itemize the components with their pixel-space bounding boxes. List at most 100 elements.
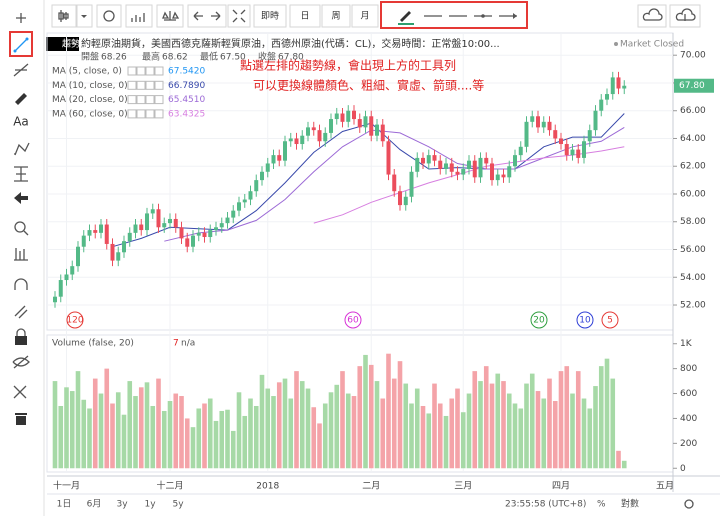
indicator-button[interactable]: [125, 4, 153, 28]
y-tick-label: 70.00: [680, 51, 706, 61]
legend-button[interactable]: [136, 95, 146, 105]
toolbar-button-label[interactable]: 即時: [261, 11, 279, 22]
volume-bar: [322, 403, 328, 469]
volume-bar: [518, 408, 524, 469]
toolbar-button-label[interactable]: 月: [360, 11, 369, 22]
trend-line-tool[interactable]: [14, 38, 28, 52]
interval-button[interactable]: [253, 4, 287, 28]
indicator-value: 67.5420: [168, 67, 205, 77]
candle-body: [311, 127, 316, 131]
x-tick-label: 五月: [656, 481, 674, 492]
volume-bar: [386, 353, 391, 469]
measure-tool[interactable]: [14, 248, 28, 261]
legend-button[interactable]: [154, 66, 164, 76]
volume-bar: [368, 364, 374, 469]
toolbar-button-label[interactable]: 日: [300, 11, 309, 22]
candle-body: [277, 155, 282, 161]
candle-body: [150, 209, 155, 214]
candle-body: [346, 110, 351, 122]
volume-bar: [409, 403, 414, 469]
volume-bar: [616, 450, 621, 469]
interval-button[interactable]: [351, 4, 379, 28]
period-marker: [66, 311, 84, 329]
range-button[interactable]: 1y: [144, 500, 156, 510]
volume-bar: [466, 393, 472, 469]
legend-button[interactable]: [154, 95, 164, 105]
range-button[interactable]: 5y: [172, 500, 184, 510]
candle-body: [444, 163, 448, 170]
volume-bar: [248, 398, 253, 469]
volume-bar: [219, 410, 225, 469]
zoom-tool[interactable]: [14, 221, 26, 233]
legend-button[interactable]: [154, 80, 164, 90]
candle-body: [202, 232, 207, 238]
cloud-load-button[interactable]: [637, 4, 667, 28]
volume-bar: [167, 401, 173, 469]
arrow-head: [513, 13, 517, 19]
volume-bar: [58, 405, 64, 469]
candle-body: [432, 155, 437, 161]
candle-body: [398, 191, 402, 206]
volume-bar: [317, 423, 322, 469]
period-marker-label: 120: [66, 316, 83, 326]
legend-button[interactable]: [127, 109, 137, 119]
range-button[interactable]: 3y: [116, 500, 128, 510]
arrow-tool[interactable]: [14, 192, 28, 204]
x-tick-label: 2018: [256, 482, 279, 492]
interval-button[interactable]: [289, 4, 321, 28]
fib-tool[interactable]: [13, 63, 29, 77]
legend-button[interactable]: [154, 109, 164, 119]
delete-tool[interactable]: [15, 413, 27, 425]
brush-tool[interactable]: [15, 93, 27, 105]
candle-body: [306, 127, 310, 136]
legend-button[interactable]: [127, 95, 137, 105]
volume-bar: [420, 405, 426, 469]
volume-bar: [179, 396, 184, 469]
ma-line: [164, 126, 625, 242]
interval-button[interactable]: [321, 4, 351, 28]
legend-button[interactable]: [127, 66, 137, 76]
candle-body: [237, 202, 241, 211]
volume-bar: [328, 392, 334, 469]
candle-body: [472, 160, 477, 178]
undo-redo-button[interactable]: [187, 4, 227, 28]
scale-option[interactable]: %: [597, 500, 606, 510]
crosshair-tool[interactable]: [16, 13, 26, 23]
legend-button[interactable]: [127, 80, 137, 90]
volume-bar: [426, 413, 432, 469]
legend-button[interactable]: [145, 95, 155, 105]
legend-button[interactable]: [136, 109, 146, 119]
legend-button[interactable]: [136, 80, 146, 90]
y-tick-label: 52.00: [680, 301, 706, 311]
legend-button[interactable]: [145, 80, 155, 90]
lock-tool[interactable]: [15, 336, 27, 345]
y-tick-label: 62.00: [680, 162, 706, 172]
candle-body: [530, 116, 535, 122]
settings-button[interactable]: [96, 4, 122, 28]
settings-gear[interactable]: [684, 499, 694, 509]
legend-button[interactable]: [136, 66, 146, 76]
candle-body: [610, 77, 615, 95]
legend-button[interactable]: [145, 109, 155, 119]
magnet-tool[interactable]: [14, 278, 28, 290]
toolbar-button-label[interactable]: 周: [331, 11, 340, 22]
volume-bar: [483, 366, 489, 469]
volume-bar: [391, 378, 397, 469]
tools-tool[interactable]: [13, 385, 27, 399]
range-button[interactable]: 6月: [87, 499, 102, 510]
volume-bar: [150, 405, 156, 469]
volume-bar: [213, 420, 219, 469]
pattern-tool[interactable]: [14, 142, 30, 156]
pencil-icon[interactable]: [400, 11, 411, 22]
volume-bar: [587, 408, 593, 469]
stay-drawing-tool[interactable]: [14, 305, 28, 319]
scale-option[interactable]: 對數: [621, 498, 639, 510]
fullscreen-button[interactable]: [227, 4, 251, 28]
legend-button[interactable]: [145, 66, 155, 76]
range-button[interactable]: 1日: [57, 499, 72, 510]
prediction-tool[interactable]: [14, 166, 28, 182]
volume-bar: [610, 378, 616, 469]
volume-bar: [501, 381, 506, 469]
text-tool[interactable]: Aa: [13, 115, 29, 129]
hide-tool[interactable]: [12, 355, 30, 369]
